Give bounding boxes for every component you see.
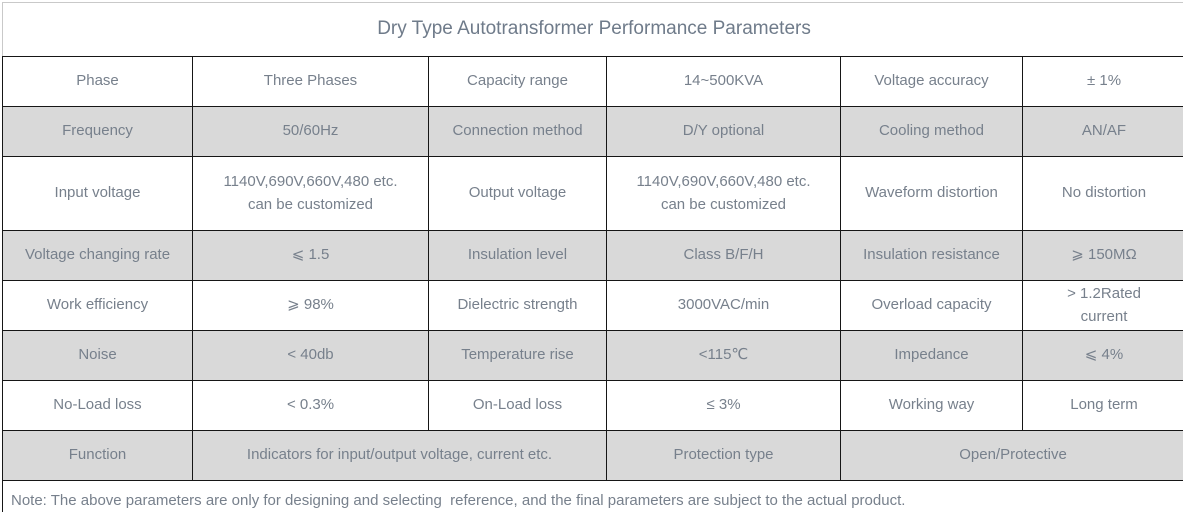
param-label-cell: Noise — [2, 330, 193, 381]
param-value-cell: Long term — [1021, 380, 1183, 431]
param-label-cell: Phase — [2, 56, 193, 107]
param-label-cell: Waveform distortion — [840, 156, 1023, 231]
param-value-cell: No distortion — [1021, 156, 1183, 231]
param-label-cell: Dielectric strength — [428, 280, 607, 331]
param-value-cell: 1140V,690V,660V,480 etc. can be customiz… — [606, 156, 841, 231]
param-value-cell: D/Y optional — [606, 106, 841, 157]
table-row: Input voltage 1140V,690V,660V,480 etc. c… — [2, 156, 1183, 231]
param-value-cell: Indicators for input/output voltage, cur… — [192, 430, 607, 481]
param-value-cell: ≤ 3% — [606, 380, 841, 431]
param-value-cell: < 0.3% — [192, 380, 429, 431]
param-value-cell: ⩾ 98% — [192, 280, 429, 331]
param-label-cell: Connection method — [428, 106, 607, 157]
param-label-cell: Work efficiency — [2, 280, 193, 331]
param-label-cell: Output voltage — [428, 156, 607, 231]
param-value-cell: Open/Protective — [839, 430, 1183, 481]
param-value-cell: ⩾ 150MΩ — [1021, 230, 1183, 281]
table-row: Function Indicators for input/output vol… — [2, 430, 1183, 481]
table-row: Work efficiency ⩾ 98% Dielectric strengt… — [2, 280, 1183, 331]
param-label-cell: Input voltage — [2, 156, 193, 231]
param-label-cell: On-Load loss — [428, 380, 607, 431]
param-value-cell: <115℃ — [606, 330, 841, 381]
param-label-cell: Frequency — [2, 106, 193, 157]
param-value-cell: < 40db — [192, 330, 429, 381]
param-label-cell: Protection type — [606, 430, 841, 481]
param-label-cell: Capacity range — [428, 56, 607, 107]
param-label-cell: Function — [2, 430, 193, 481]
param-label-cell: Impedance — [840, 330, 1023, 381]
param-value-cell: Class B/F/H — [606, 230, 841, 281]
table-row: Note: The above parameters are only for … — [1, 480, 1183, 512]
param-value-cell: 50/60Hz — [192, 106, 429, 157]
table-row: Frequency 50/60Hz Connection method D/Y … — [2, 106, 1183, 157]
param-label-cell: Insulation level — [428, 230, 607, 281]
param-value-cell: ⩽ 1.5 — [192, 230, 429, 281]
param-label-cell: Voltage accuracy — [840, 56, 1023, 107]
page-title: Dry Type Autotransformer Performance Par… — [1, 2, 1183, 57]
param-value-cell: Three Phases — [192, 56, 429, 107]
param-value-cell: 3000VAC/min — [606, 280, 841, 331]
param-value-cell: 14~500KVA — [606, 56, 841, 107]
table-row: Voltage changing rate ⩽ 1.5 Insulation l… — [2, 230, 1183, 281]
table-row: Noise < 40db Temperature rise <115℃ Impe… — [2, 330, 1183, 381]
param-value-cell: ± 1% — [1021, 56, 1183, 107]
table-row: Dry Type Autotransformer Performance Par… — [1, 2, 1183, 57]
param-value-cell: ⩽ 4% — [1021, 330, 1183, 381]
param-label-cell: No-Load loss — [2, 380, 193, 431]
note-text: Note: The above parameters are only for … — [1, 480, 1183, 512]
param-value-cell: 1140V,690V,660V,480 etc. can be customiz… — [192, 156, 429, 231]
table-row: Phase Three Phases Capacity range 14~500… — [2, 56, 1183, 107]
table-row: No-Load loss < 0.3% On-Load loss ≤ 3% Wo… — [2, 380, 1183, 431]
param-value-cell: AN/AF — [1021, 106, 1183, 157]
param-value-cell: > 1.2Rated current — [1021, 280, 1183, 331]
param-label-cell: Overload capacity — [840, 280, 1023, 331]
param-label-cell: Temperature rise — [428, 330, 607, 381]
param-label-cell: Voltage changing rate — [2, 230, 193, 281]
param-label-cell: Insulation resistance — [840, 230, 1023, 281]
param-label-cell: Working way — [840, 380, 1023, 431]
param-label-cell: Cooling method — [840, 106, 1023, 157]
